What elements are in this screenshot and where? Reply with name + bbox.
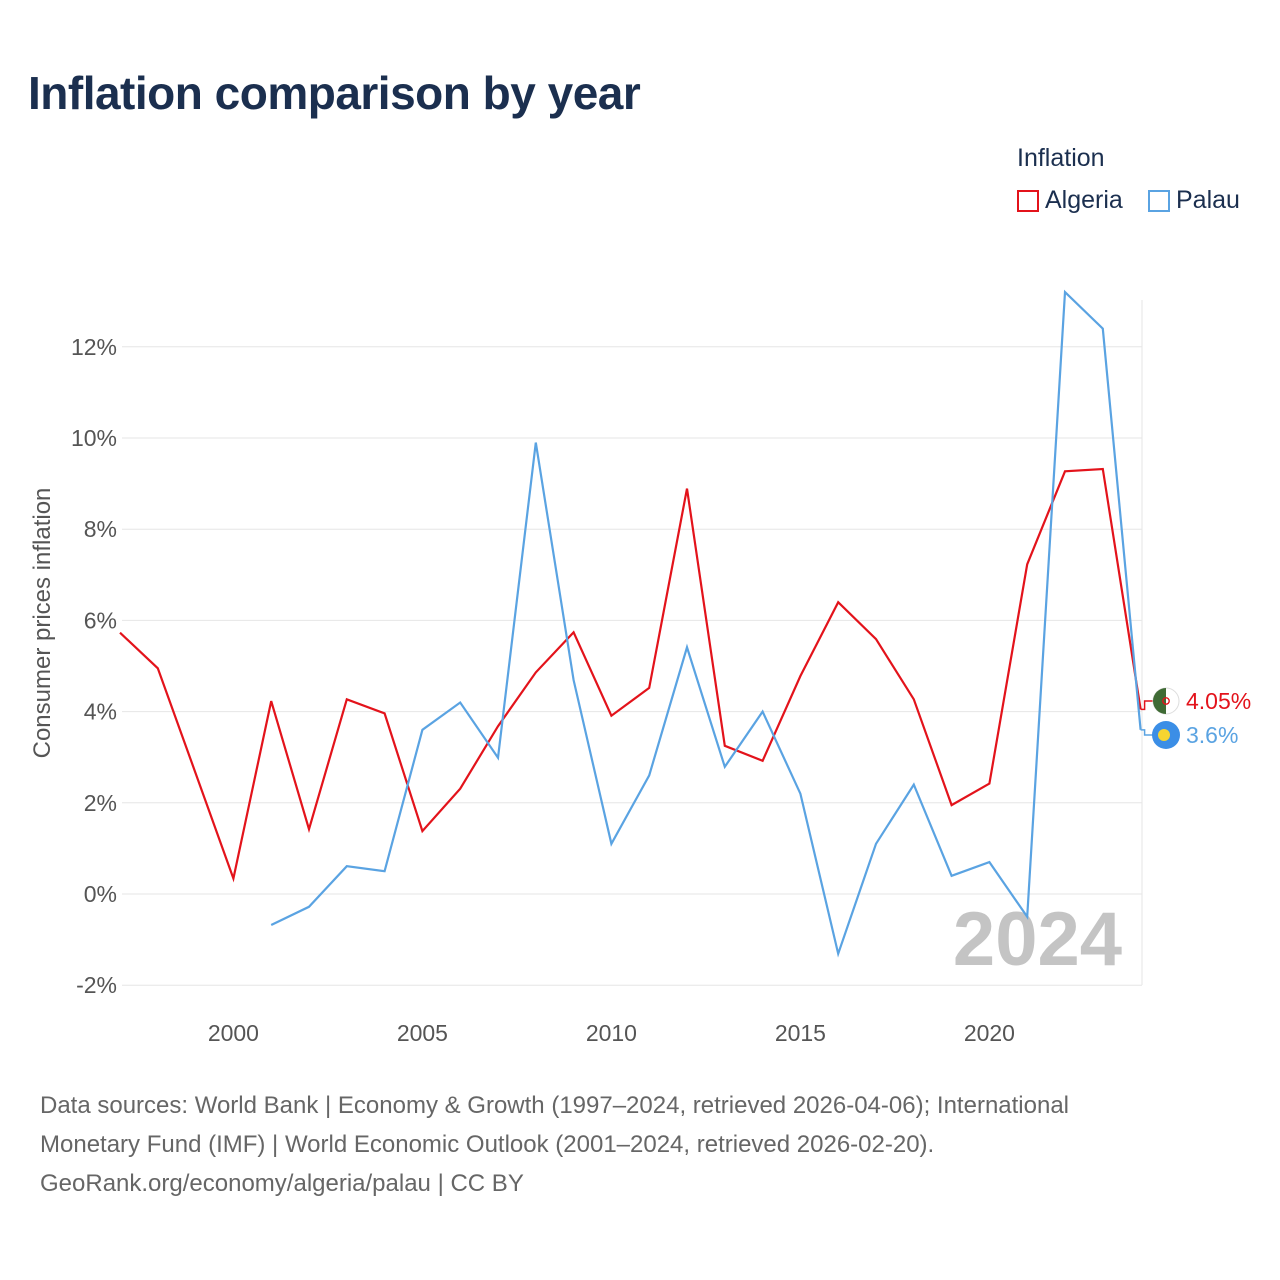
end-connector-palau — [1140, 729, 1153, 736]
x-axis-ticks: 2000 2005 2010 2015 2020 — [208, 1020, 1015, 1046]
line-chart: -2% 0% 2% 4% 6% 8% 10% 12% 2000 2005 2010 2015 2020… — [29, 289, 1251, 1046]
x-tick-label: 2000 — [208, 1020, 259, 1046]
legend-swatch-palau — [1148, 189, 1170, 212]
legend-item-palau[interactable]: Palau — [1148, 186, 1240, 215]
y-tick-label: 10% — [71, 425, 117, 451]
grid-lines — [122, 300, 1143, 986]
y-tick-label: 6% — [84, 607, 117, 633]
y-tick-label: -2% — [76, 972, 117, 998]
end-value-label-algeria: 4.05% — [1186, 688, 1251, 714]
end-value-label-palau: 3.6% — [1186, 722, 1238, 748]
x-tick-label: 2010 — [586, 1020, 637, 1046]
series-line-algeria — [119, 467, 1142, 883]
y-tick-label: 12% — [71, 334, 117, 360]
flag-crescent — [1162, 697, 1170, 705]
footer-source-line-1: Data sources: World Bank | Economy & Gro… — [40, 1092, 1070, 1119]
legend-title: Inflation — [1017, 144, 1105, 172]
x-tick-label: 2015 — [775, 1020, 826, 1046]
y-axis-ticks: -2% 0% 2% 4% 6% 8% 10% 12% — [71, 334, 117, 998]
end-labels: 4.05% 3.6% — [1140, 687, 1251, 749]
y-tick-label: 8% — [84, 516, 117, 542]
y-tick-label: 2% — [84, 790, 117, 816]
x-tick-label: 2020 — [964, 1020, 1015, 1046]
series-lines — [119, 289, 1142, 958]
footer-link[interactable]: GeoRank.org/economy/algeria/palau | CC B… — [40, 1170, 524, 1197]
legend-swatch-algeria — [1017, 189, 1039, 212]
year-watermark: 2024 — [953, 897, 1122, 982]
footer: Data sources: World Bank | Economy & Gro… — [40, 1086, 1240, 1203]
flag-marker-algeria — [1152, 687, 1180, 715]
footer-source-line-2: Monetary Fund (IMF) | World Economic Out… — [40, 1131, 935, 1158]
end-connector-algeria — [1140, 700, 1153, 711]
y-tick-label: 4% — [84, 699, 117, 725]
legend-item-algeria[interactable]: Algeria — [1017, 186, 1123, 215]
flag-green-half — [1153, 688, 1166, 714]
y-tick-label: 0% — [84, 881, 117, 907]
series-line-palau — [270, 289, 1142, 958]
y-axis-label: Consumer prices inflation — [29, 488, 56, 759]
chart-title: Inflation comparison by year — [28, 67, 641, 119]
legend-label-palau: Palau — [1176, 186, 1240, 214]
x-tick-label: 2005 — [397, 1020, 448, 1046]
legend-label-algeria: Algeria — [1045, 186, 1123, 214]
flag-moon — [1158, 729, 1170, 741]
flag-marker-palau — [1152, 721, 1180, 749]
